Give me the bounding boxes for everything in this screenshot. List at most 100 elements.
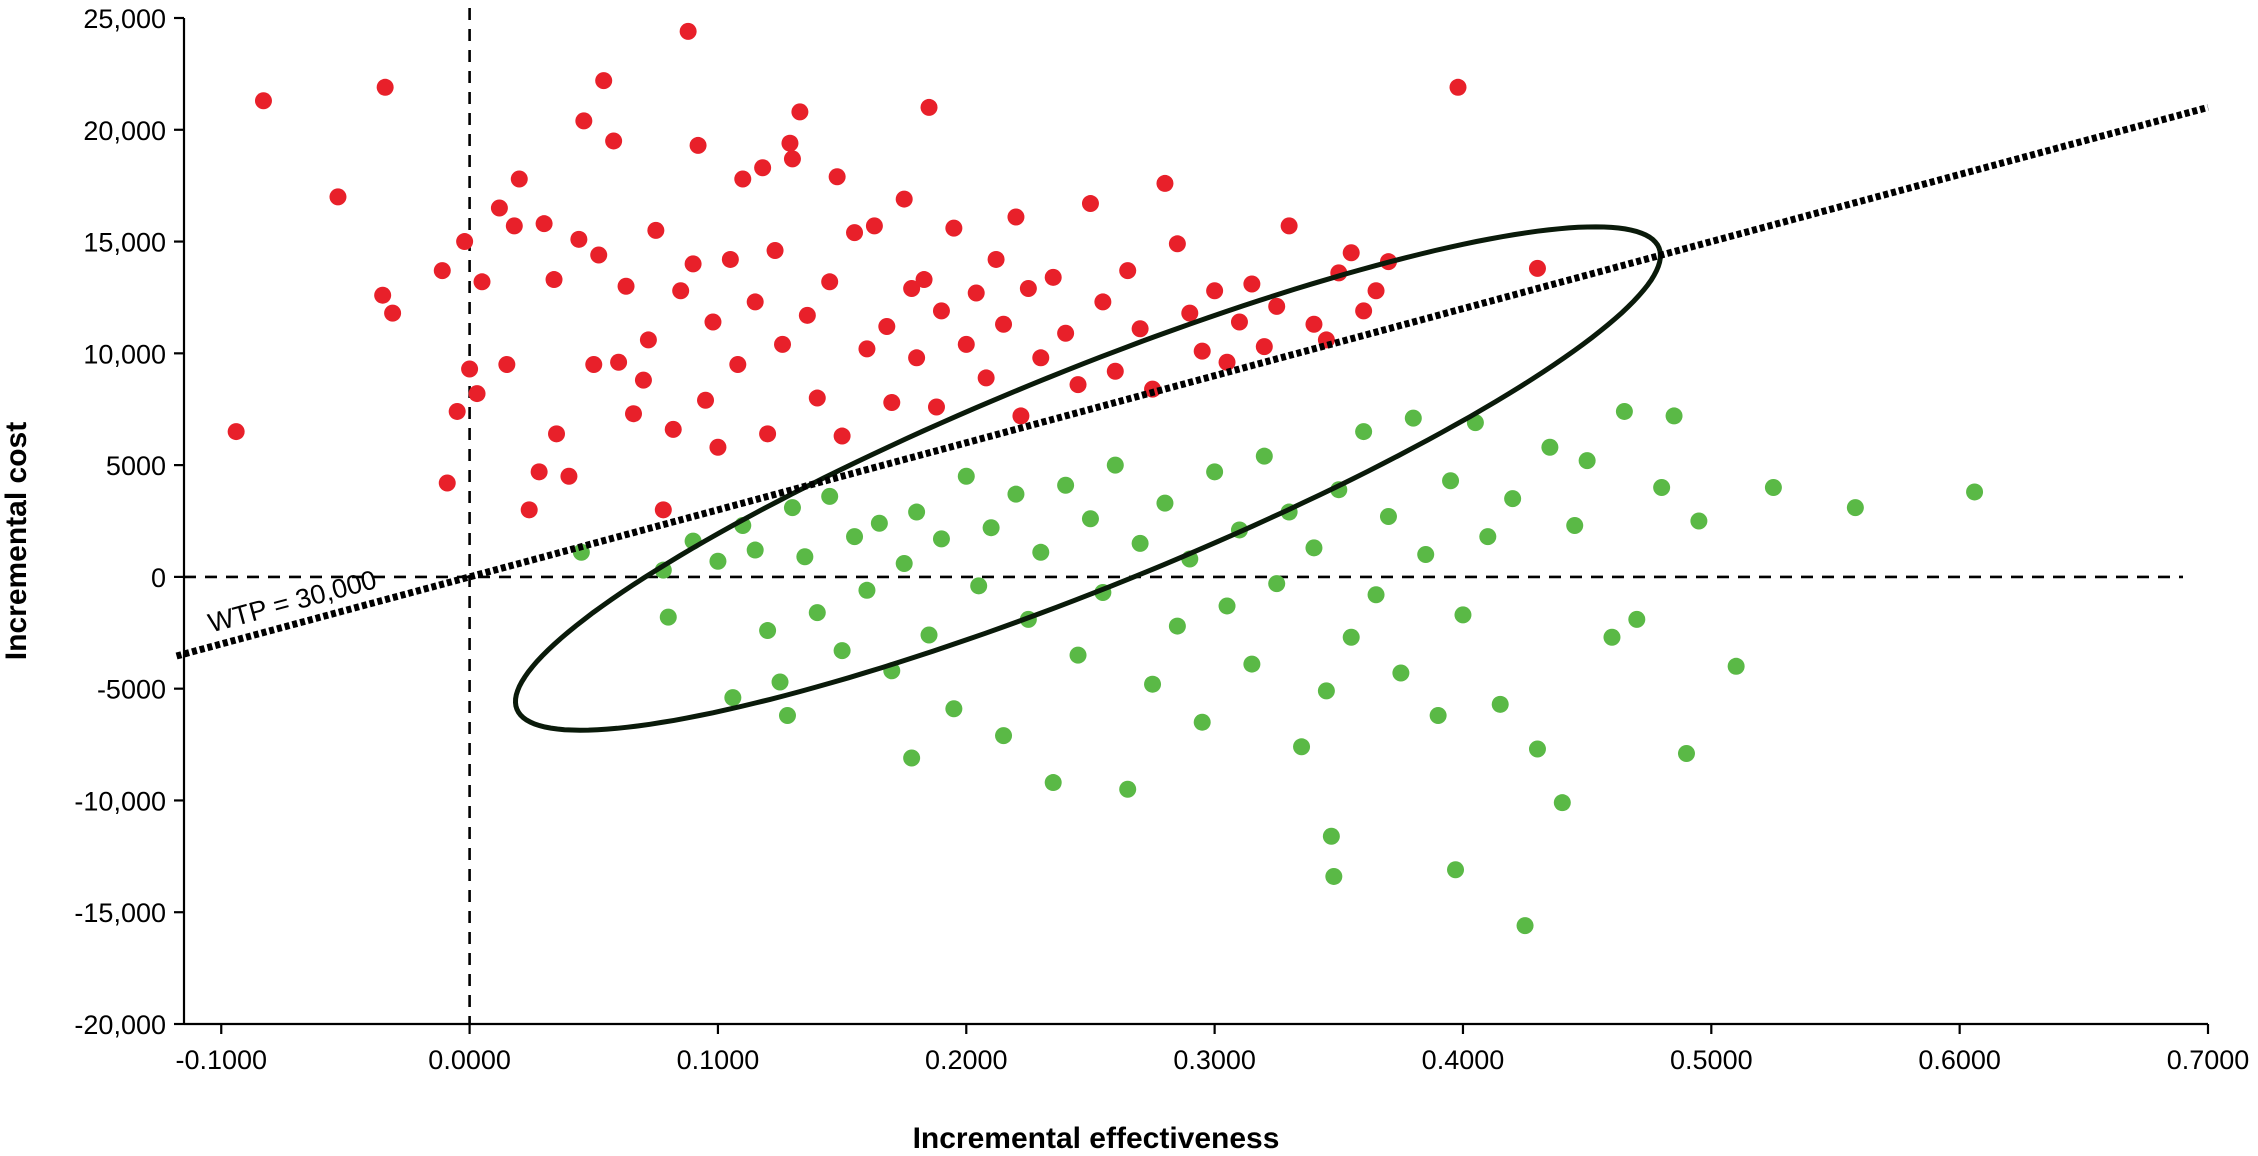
data-point (1119, 262, 1137, 280)
y-tick-label: -15,000 (74, 898, 166, 928)
data-point (895, 190, 913, 208)
data-point (610, 353, 628, 371)
data-point (1454, 606, 1472, 624)
data-point (783, 499, 801, 517)
data-point (1966, 483, 1984, 501)
data-point (759, 425, 777, 443)
x-axis-title: Incremental effectiveness (913, 1122, 1280, 1155)
data-point (545, 271, 563, 289)
data-point (548, 425, 566, 443)
data-point (833, 427, 851, 445)
axes: -0.1000 0.0000 0.1000 0.2000 0.3000 0.4000 0.5… (74, 4, 2249, 1075)
data-point (1168, 235, 1186, 253)
data-point (932, 530, 950, 548)
data-point (977, 369, 995, 387)
data-point (1044, 268, 1062, 286)
x-tick-label: 0.4000 (1422, 1045, 1505, 1075)
data-point (689, 136, 707, 154)
data-point (920, 626, 938, 644)
data-point (1218, 597, 1236, 615)
data-point (704, 313, 722, 331)
data-point (1144, 675, 1162, 693)
y-tick-label: -20,000 (74, 1010, 166, 1040)
series-above-wtp (227, 22, 1546, 519)
data-point (709, 552, 727, 570)
data-point (1566, 516, 1584, 534)
data-point (796, 548, 814, 566)
data-point (1429, 706, 1447, 724)
data-point (1342, 628, 1360, 646)
data-point (754, 159, 772, 177)
data-point (684, 255, 702, 273)
wtp-threshold (175, 104, 2209, 660)
data-point (995, 727, 1013, 745)
data-point (468, 385, 486, 403)
data-point (1603, 628, 1621, 646)
data-point (1069, 376, 1087, 394)
data-point (1553, 794, 1571, 812)
data-point (1007, 208, 1025, 226)
data-point (1206, 282, 1224, 300)
data-point (1447, 861, 1465, 879)
data-point (1206, 463, 1224, 481)
x-tick-label: 0.6000 (1918, 1045, 2001, 1075)
data-point (734, 170, 752, 188)
data-point (697, 391, 715, 409)
data-point (1317, 682, 1335, 700)
data-point (1032, 543, 1050, 561)
data-point (1181, 304, 1199, 322)
data-point (634, 371, 652, 389)
data-point (1615, 402, 1633, 420)
data-point (1479, 528, 1497, 546)
data-point (1243, 655, 1261, 673)
data-point (1392, 664, 1410, 682)
data-point (1491, 695, 1509, 713)
data-point (1106, 456, 1124, 474)
y-axis-title: Incremental cost (0, 422, 33, 660)
data-point (729, 356, 747, 374)
data-point (1322, 827, 1340, 845)
data-point (461, 360, 479, 378)
y-tick-label: 25,000 (83, 4, 166, 34)
data-point (1156, 174, 1174, 192)
data-point (821, 273, 839, 291)
data-point (833, 642, 851, 660)
data-point (448, 402, 466, 420)
data-point (798, 306, 816, 324)
data-point (1305, 315, 1323, 333)
data-point (376, 78, 394, 96)
data-point (1504, 490, 1522, 508)
data-point (774, 335, 792, 353)
data-point (927, 398, 945, 416)
y-tick-label: 20,000 (83, 116, 166, 146)
data-point (1846, 499, 1864, 517)
data-point (456, 233, 474, 251)
data-point (570, 230, 588, 248)
data-point (1131, 534, 1149, 552)
data-point (945, 219, 963, 237)
data-point (1442, 472, 1460, 490)
data-point (535, 215, 553, 233)
data-point (617, 277, 635, 295)
data-point (903, 280, 921, 298)
data-point (945, 700, 963, 718)
data-point (724, 689, 742, 707)
data-point (1255, 338, 1273, 356)
data-point (1255, 447, 1273, 465)
data-point (1156, 494, 1174, 512)
data-point (498, 356, 516, 374)
data-point (679, 22, 697, 40)
data-point (520, 501, 538, 519)
data-point (1280, 217, 1298, 235)
data-point (1367, 282, 1385, 300)
data-point (1578, 452, 1596, 470)
data-point (1305, 539, 1323, 557)
data-point (778, 706, 796, 724)
data-point (1193, 342, 1211, 360)
data-point (870, 514, 888, 532)
data-point (1106, 362, 1124, 380)
data-point (987, 250, 1005, 268)
data-point (908, 503, 926, 521)
data-point (254, 92, 272, 110)
